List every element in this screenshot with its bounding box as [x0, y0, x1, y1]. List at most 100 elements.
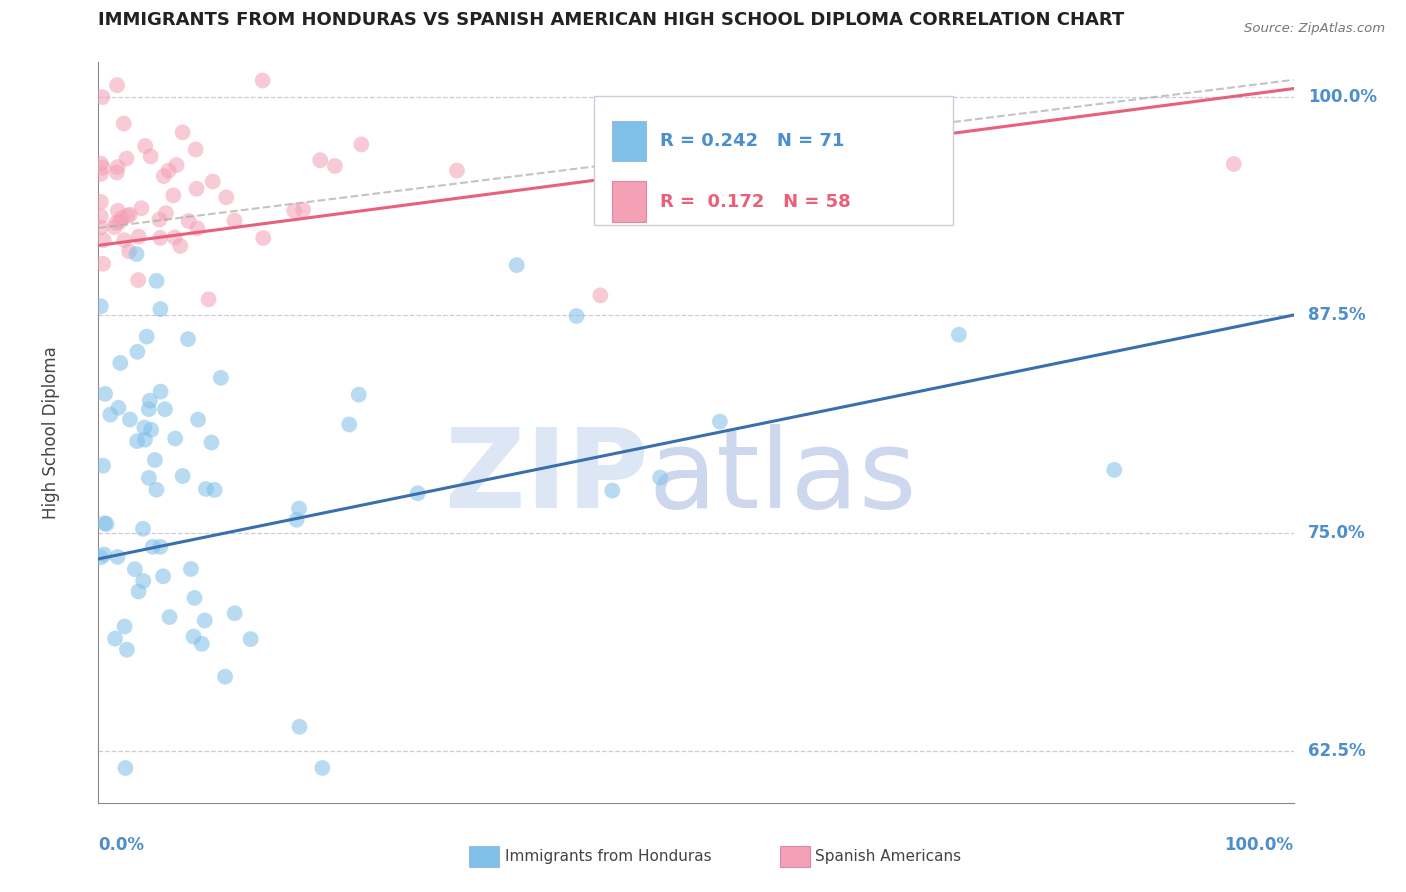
Point: [347, 387, 370, 401]
Point: [177, 214, 200, 228]
Point: [117, 209, 139, 223]
Point: [90, 194, 112, 209]
Point: [252, 73, 274, 87]
Point: [90, 299, 112, 313]
Point: [191, 637, 214, 651]
Point: [350, 137, 373, 152]
Point: [283, 203, 305, 218]
Point: [172, 125, 194, 139]
Point: [107, 549, 129, 564]
Point: [204, 483, 226, 497]
FancyBboxPatch shape: [595, 95, 953, 226]
Point: [142, 540, 165, 554]
Point: [107, 203, 129, 218]
Point: [91, 257, 114, 271]
Point: [112, 233, 135, 247]
Point: [148, 212, 170, 227]
Point: [323, 159, 346, 173]
Point: [252, 231, 274, 245]
Text: R = 0.242   N = 71: R = 0.242 N = 71: [661, 132, 845, 150]
Point: [134, 420, 156, 434]
Point: [149, 302, 172, 317]
Point: [118, 208, 141, 222]
Point: [648, 470, 672, 484]
Text: 62.5%: 62.5%: [1308, 741, 1365, 760]
Point: [924, 133, 946, 147]
Point: [288, 501, 311, 516]
Point: [602, 483, 624, 498]
Text: atlas: atlas: [648, 424, 917, 531]
Point: [214, 670, 236, 684]
Point: [194, 614, 217, 628]
Text: Source: ZipAtlas.com: Source: ZipAtlas.com: [1244, 22, 1385, 36]
Point: [288, 720, 311, 734]
Point: [91, 458, 114, 473]
Point: [406, 486, 429, 500]
Point: [110, 356, 132, 370]
Point: [172, 469, 194, 483]
Point: [94, 387, 117, 401]
Point: [132, 574, 155, 588]
Point: [132, 522, 155, 536]
Point: [162, 188, 184, 202]
Point: [292, 202, 315, 217]
Point: [506, 258, 529, 272]
Point: [107, 160, 129, 174]
Text: Spanish Americans: Spanish Americans: [815, 849, 962, 864]
Point: [149, 540, 172, 554]
Point: [186, 182, 208, 196]
Point: [104, 632, 127, 646]
Point: [165, 432, 187, 446]
Point: [91, 161, 114, 175]
Point: [152, 169, 174, 183]
Point: [141, 423, 163, 437]
Point: [157, 163, 180, 178]
Point: [90, 167, 112, 181]
Point: [118, 244, 141, 259]
Point: [105, 216, 128, 230]
Point: [134, 139, 156, 153]
Point: [183, 591, 205, 605]
Point: [108, 215, 131, 229]
Point: [215, 190, 238, 204]
Point: [90, 210, 112, 224]
Point: [131, 201, 153, 215]
FancyBboxPatch shape: [613, 181, 645, 222]
Point: [201, 175, 224, 189]
Point: [127, 273, 149, 287]
Point: [138, 471, 160, 485]
Point: [105, 165, 128, 179]
Point: [163, 230, 186, 244]
Point: [159, 610, 181, 624]
Point: [107, 401, 129, 415]
Point: [224, 213, 246, 227]
Point: [93, 516, 115, 531]
Point: [804, 146, 827, 161]
Point: [589, 288, 612, 302]
Point: [166, 158, 188, 172]
Point: [224, 606, 246, 620]
Point: [118, 412, 141, 426]
Point: [948, 327, 970, 342]
Text: 75.0%: 75.0%: [1308, 524, 1365, 541]
Point: [145, 274, 167, 288]
Point: [184, 143, 207, 157]
Text: ZIP: ZIP: [444, 424, 648, 531]
Point: [153, 402, 176, 417]
Point: [128, 229, 150, 244]
FancyBboxPatch shape: [779, 847, 810, 867]
Point: [155, 206, 177, 220]
Point: [115, 152, 138, 166]
Point: [1104, 463, 1126, 477]
Text: 100.0%: 100.0%: [1225, 836, 1294, 855]
Point: [565, 309, 588, 323]
Point: [135, 329, 157, 343]
Point: [149, 384, 172, 399]
Point: [127, 344, 149, 359]
Point: [709, 415, 731, 429]
Point: [200, 435, 222, 450]
Text: IMMIGRANTS FROM HONDURAS VS SPANISH AMERICAN HIGH SCHOOL DIPLOMA CORRELATION CHA: IMMIGRANTS FROM HONDURAS VS SPANISH AMER…: [98, 11, 1125, 29]
Point: [309, 153, 332, 168]
Point: [139, 149, 162, 163]
Point: [115, 642, 138, 657]
